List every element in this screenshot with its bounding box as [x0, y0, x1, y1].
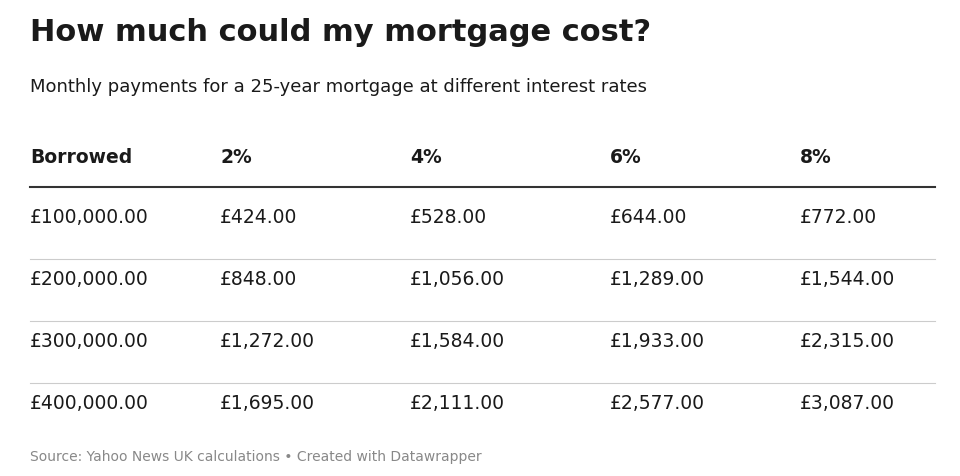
Text: £1,289.00: £1,289.00 — [610, 269, 705, 288]
Text: £1,272.00: £1,272.00 — [220, 331, 315, 350]
Text: £1,544.00: £1,544.00 — [800, 269, 896, 288]
Text: £1,695.00: £1,695.00 — [220, 393, 315, 412]
Text: £3,087.00: £3,087.00 — [800, 393, 895, 412]
Text: £644.00: £644.00 — [610, 208, 687, 227]
Text: £1,584.00: £1,584.00 — [410, 331, 505, 350]
Text: 8%: 8% — [800, 148, 831, 167]
Text: £848.00: £848.00 — [220, 269, 298, 288]
Text: £400,000.00: £400,000.00 — [30, 393, 149, 412]
Text: £300,000.00: £300,000.00 — [30, 331, 149, 350]
Text: £2,577.00: £2,577.00 — [610, 393, 705, 412]
Text: How much could my mortgage cost?: How much could my mortgage cost? — [30, 18, 651, 47]
Text: 4%: 4% — [410, 148, 442, 167]
Text: £1,933.00: £1,933.00 — [610, 331, 705, 350]
Text: £1,056.00: £1,056.00 — [410, 269, 505, 288]
Text: £772.00: £772.00 — [800, 208, 877, 227]
Text: £100,000.00: £100,000.00 — [30, 208, 149, 227]
Text: Borrowed: Borrowed — [30, 148, 132, 167]
Text: £424.00: £424.00 — [220, 208, 298, 227]
Text: 6%: 6% — [610, 148, 641, 167]
Text: £528.00: £528.00 — [410, 208, 487, 227]
Text: £2,315.00: £2,315.00 — [800, 331, 895, 350]
Text: £2,111.00: £2,111.00 — [410, 393, 505, 412]
Text: 2%: 2% — [220, 148, 252, 167]
Text: Monthly payments for a 25-year mortgage at different interest rates: Monthly payments for a 25-year mortgage … — [30, 78, 647, 96]
Text: £200,000.00: £200,000.00 — [30, 269, 149, 288]
Text: Source: Yahoo News UK calculations • Created with Datawrapper: Source: Yahoo News UK calculations • Cre… — [30, 449, 482, 463]
